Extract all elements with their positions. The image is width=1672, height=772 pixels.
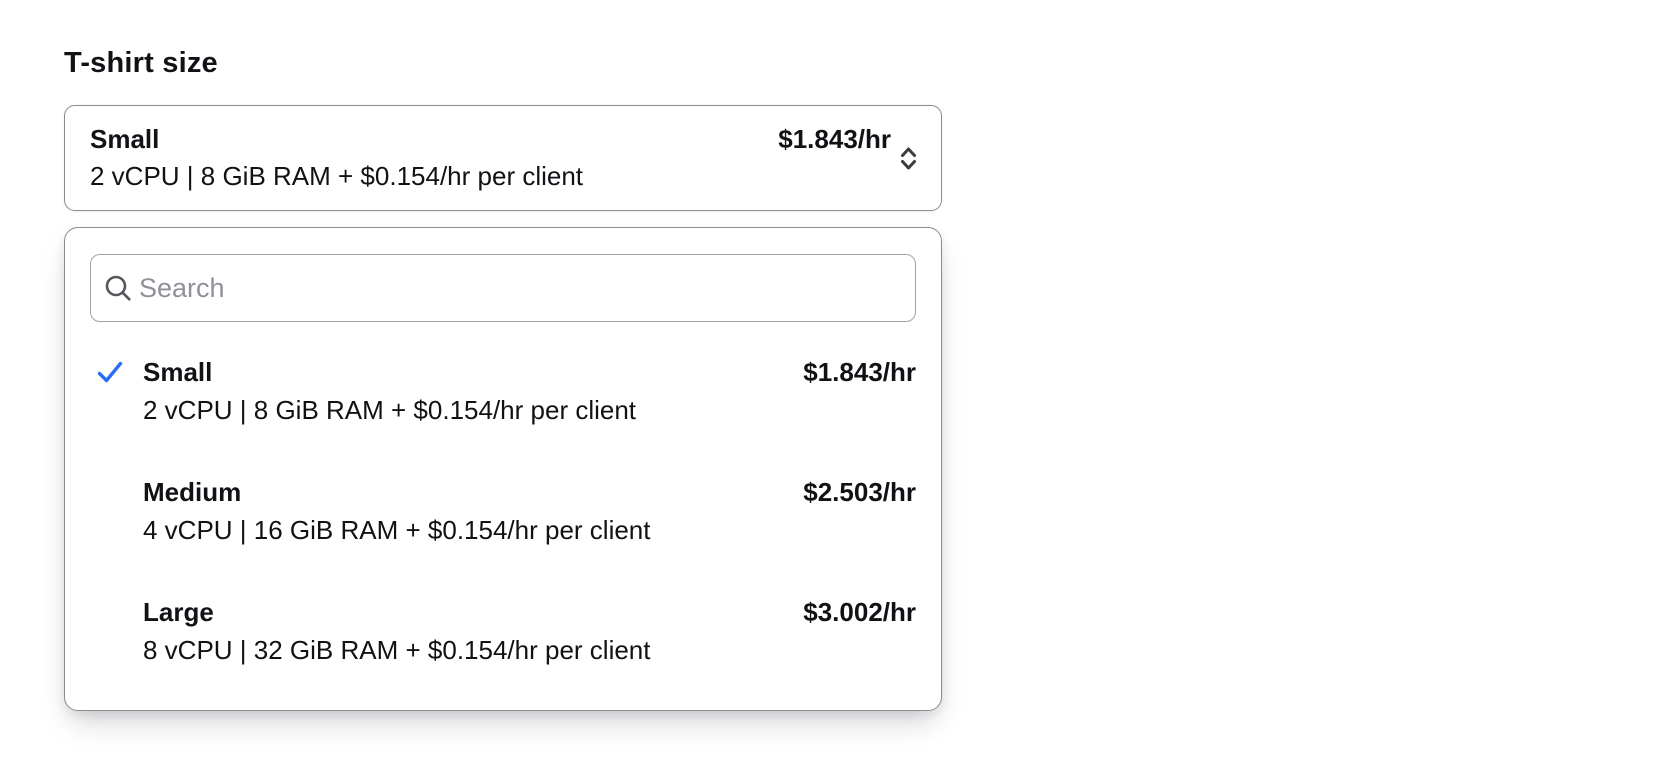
option-text: Medium 4 vCPU | 16 GiB RAM + $0.154/hr p… bbox=[143, 473, 803, 549]
option-description: 2 vCPU | 8 GiB RAM + $0.154/hr per clien… bbox=[143, 395, 637, 425]
option-text: Large 8 vCPU | 32 GiB RAM + $0.154/hr pe… bbox=[143, 593, 803, 669]
option-title: Small bbox=[143, 357, 213, 387]
tshirt-size-dropdown: Small 2 vCPU | 8 GiB RAM + $0.154/hr per… bbox=[64, 227, 942, 711]
option-price: $2.503/hr bbox=[803, 477, 916, 507]
selected-option-title: Small bbox=[90, 124, 160, 154]
option-medium[interactable]: Medium 4 vCPU | 16 GiB RAM + $0.154/hr p… bbox=[90, 473, 916, 549]
selected-option-price: $1.843/hr bbox=[778, 124, 891, 154]
selected-option-price-area: $1.843/hr bbox=[778, 121, 919, 195]
option-description: 8 vCPU | 32 GiB RAM + $0.154/hr per clie… bbox=[143, 635, 651, 665]
option-title: Large bbox=[143, 597, 214, 627]
option-price: $3.002/hr bbox=[803, 597, 916, 627]
option-title: Medium bbox=[143, 477, 242, 507]
chevron-up-down-icon bbox=[898, 121, 919, 195]
check-icon bbox=[90, 353, 143, 386]
option-large[interactable]: Large 8 vCPU | 32 GiB RAM + $0.154/hr pe… bbox=[90, 593, 916, 669]
selected-option-summary: Small 2 vCPU | 8 GiB RAM + $0.154/hr per… bbox=[90, 121, 583, 195]
selected-option-description: 2 vCPU | 8 GiB RAM + $0.154/hr per clien… bbox=[90, 161, 584, 191]
option-price: $1.843/hr bbox=[803, 357, 916, 387]
tshirt-size-select-trigger[interactable]: Small 2 vCPU | 8 GiB RAM + $0.154/hr per… bbox=[64, 105, 942, 211]
tshirt-size-field: T-shirt size Small 2 vCPU | 8 GiB RAM + … bbox=[64, 47, 942, 711]
option-text: Small 2 vCPU | 8 GiB RAM + $0.154/hr per… bbox=[143, 353, 803, 429]
dropdown-search bbox=[90, 254, 916, 322]
option-small[interactable]: Small 2 vCPU | 8 GiB RAM + $0.154/hr per… bbox=[90, 353, 916, 429]
search-input[interactable] bbox=[90, 254, 916, 322]
option-description: 4 vCPU | 16 GiB RAM + $0.154/hr per clie… bbox=[143, 515, 651, 545]
tshirt-size-label: T-shirt size bbox=[64, 47, 218, 79]
